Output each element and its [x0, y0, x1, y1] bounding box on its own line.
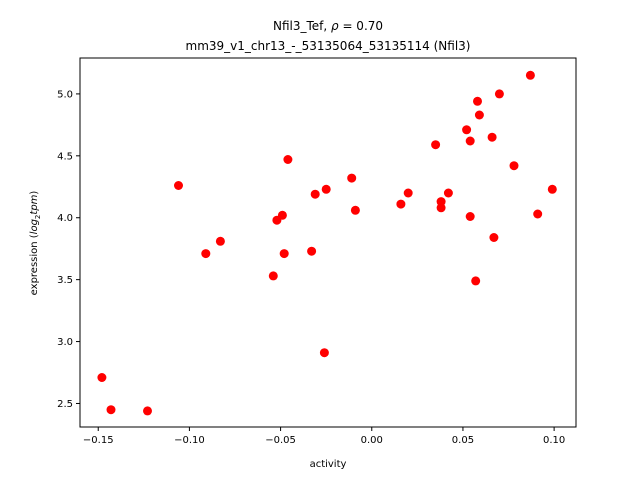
data-point: [547, 184, 557, 194]
y-axis-ticks: 2.5 3.0 3.5 4.0 4.5 5.0: [57, 89, 80, 410]
chart-title-rho-value: = 0.70: [339, 19, 383, 33]
plot-frame: [79, 57, 577, 428]
y-tick-label: 2.5: [57, 399, 73, 410]
data-point: [471, 276, 481, 286]
x-tick-label: 0.00: [361, 435, 383, 446]
data-point: [436, 203, 446, 213]
y-axis-label-prefix: expression (: [29, 234, 40, 295]
data-point: [473, 96, 482, 106]
data-point: [319, 348, 329, 358]
y-tick-label: 5.0: [57, 89, 73, 100]
y-axis-label-subscript: 2: [34, 215, 42, 219]
data-point: [174, 181, 183, 190]
data-point: [431, 140, 441, 150]
y-tick-label: 3.0: [57, 337, 73, 348]
data-point: [436, 197, 446, 207]
y-axis-label-tpm: tpm: [29, 194, 40, 214]
data-point: [487, 132, 497, 142]
x-tick-label: 0.10: [543, 435, 565, 446]
data-point: [201, 249, 211, 259]
y-axis-label-log: log: [29, 219, 40, 234]
data-point: [310, 189, 320, 199]
data-point: [396, 199, 406, 209]
x-tick-label: −0.05: [265, 435, 296, 446]
chart-title-rho-symbol: ρ: [331, 19, 339, 33]
data-point: [279, 249, 289, 259]
y-axis-label: expression (log2tpm): [29, 191, 42, 296]
data-point: [533, 209, 543, 219]
y-axis-label-suffix: ): [29, 191, 40, 195]
data-point: [403, 188, 413, 198]
data-point: [277, 210, 287, 220]
data-point: [525, 70, 535, 80]
x-tick-label: −0.15: [83, 435, 114, 446]
data-point: [347, 173, 357, 183]
data-points: [97, 70, 557, 416]
data-point: [268, 271, 278, 281]
data-point: [494, 89, 504, 99]
data-point: [489, 233, 499, 242]
data-point: [283, 155, 293, 164]
data-point: [465, 136, 475, 146]
y-tick-label: 4.0: [57, 213, 73, 224]
x-tick-label: −0.10: [174, 435, 205, 446]
data-point: [307, 246, 317, 256]
data-point: [474, 110, 484, 120]
data-point: [215, 236, 225, 246]
data-point: [509, 161, 519, 171]
data-point: [97, 373, 107, 382]
data-point: [443, 188, 453, 198]
x-axis-label: activity: [310, 459, 347, 470]
plot-area: [79, 57, 577, 428]
chart-title-line1: Nfil3_Tef, ρ = 0.70: [273, 19, 383, 33]
y-tick-label: 4.5: [57, 151, 73, 162]
x-tick-label: 0.05: [452, 435, 474, 446]
data-point: [462, 125, 472, 135]
data-point: [143, 406, 152, 416]
chart-title-prefix: Nfil3_Tef,: [273, 19, 331, 33]
data-point: [106, 405, 116, 415]
data-point: [321, 184, 331, 194]
data-point: [465, 212, 475, 221]
y-tick-label: 3.5: [57, 275, 73, 286]
chart-title-line2: mm39_v1_chr13_-_53135064_53135114 (Nfil3…: [186, 39, 471, 53]
data-point: [350, 205, 360, 215]
x-axis-ticks: −0.15 −0.10 −0.05 0.00 0.05 0.10: [83, 427, 565, 446]
